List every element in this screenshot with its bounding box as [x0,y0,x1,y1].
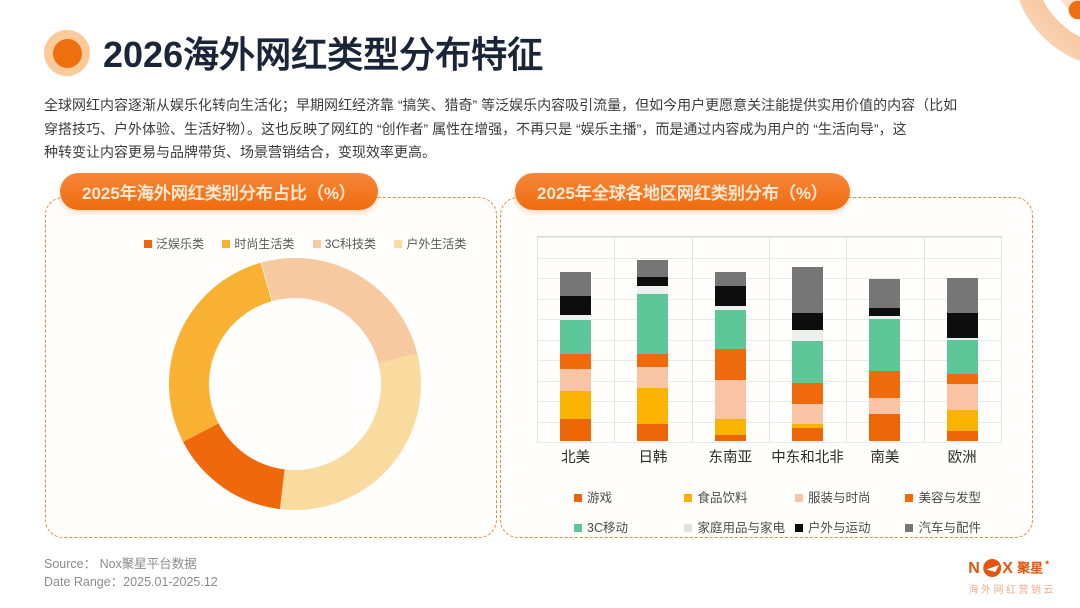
svg-text:X: X [1002,560,1013,577]
svg-text:★: ★ [1044,559,1050,567]
svg-text:聚星: 聚星 [1016,561,1043,576]
svg-text:N: N [968,560,980,577]
